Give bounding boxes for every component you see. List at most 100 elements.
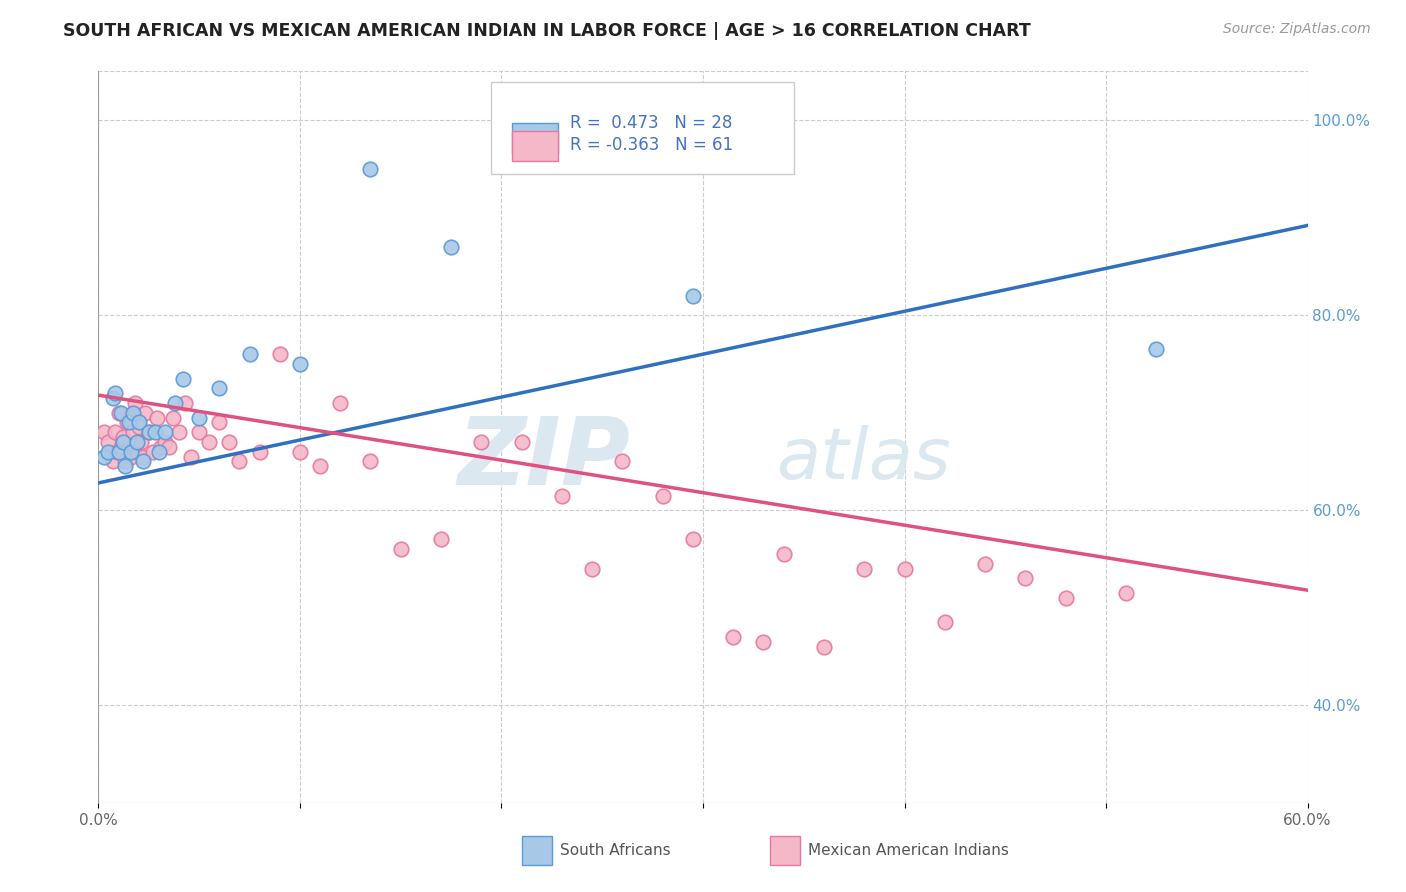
Point xyxy=(218,434,240,449)
Point xyxy=(128,416,150,430)
Point xyxy=(132,454,155,468)
Point xyxy=(148,444,170,458)
Point xyxy=(772,547,794,561)
Point xyxy=(288,357,311,371)
Text: SOUTH AFRICAN VS MEXICAN AMERICAN INDIAN IN LABOR FORCE | AGE > 16 CORRELATION C: SOUTH AFRICAN VS MEXICAN AMERICAN INDIAN… xyxy=(63,22,1031,40)
Point xyxy=(97,444,120,458)
Point xyxy=(101,391,124,405)
Point xyxy=(107,444,129,458)
Point xyxy=(682,533,704,547)
Point xyxy=(974,557,997,571)
Point xyxy=(138,425,160,440)
Point xyxy=(153,434,176,449)
Point xyxy=(389,542,412,557)
Point xyxy=(682,288,704,302)
FancyBboxPatch shape xyxy=(492,82,793,174)
Text: R = -0.363   N = 61: R = -0.363 N = 61 xyxy=(569,136,733,153)
Point xyxy=(239,347,262,361)
Point xyxy=(142,444,165,458)
Point xyxy=(163,396,186,410)
Point xyxy=(208,416,231,430)
Point xyxy=(146,410,169,425)
Point xyxy=(172,371,194,385)
Point xyxy=(1014,572,1036,586)
Point xyxy=(110,440,132,454)
Point xyxy=(269,347,291,361)
Point xyxy=(180,450,202,464)
Text: Mexican American Indians: Mexican American Indians xyxy=(808,843,1010,858)
Point xyxy=(121,425,143,440)
Point xyxy=(93,450,115,464)
Point xyxy=(1054,591,1077,605)
Point xyxy=(612,454,634,468)
Point xyxy=(360,161,382,176)
Point xyxy=(124,396,146,410)
Point xyxy=(153,425,176,440)
Text: R =  0.473   N = 28: R = 0.473 N = 28 xyxy=(569,113,733,131)
Point xyxy=(470,434,492,449)
Point xyxy=(143,425,166,440)
FancyBboxPatch shape xyxy=(769,836,800,865)
Point xyxy=(813,640,835,654)
Point xyxy=(188,425,211,440)
Point xyxy=(853,562,876,576)
Point xyxy=(132,450,155,464)
Point xyxy=(105,444,128,458)
Point xyxy=(107,406,129,420)
Point xyxy=(360,454,382,468)
Point xyxy=(103,425,125,440)
Point xyxy=(121,406,143,420)
Point xyxy=(114,459,136,474)
Point xyxy=(249,444,271,458)
Point xyxy=(134,406,156,420)
Point xyxy=(101,454,124,468)
Point xyxy=(138,425,160,440)
Point xyxy=(174,396,197,410)
Text: South Africans: South Africans xyxy=(561,843,671,858)
Point xyxy=(893,562,915,576)
Point xyxy=(115,416,138,430)
Point xyxy=(288,444,311,458)
Point xyxy=(111,434,134,449)
Point xyxy=(128,420,150,434)
Point xyxy=(329,396,352,410)
Point xyxy=(188,410,211,425)
Point xyxy=(1115,586,1137,600)
Text: atlas: atlas xyxy=(776,425,950,493)
FancyBboxPatch shape xyxy=(512,122,558,153)
Point xyxy=(114,454,136,468)
Point xyxy=(1256,873,1278,888)
Point xyxy=(228,454,250,468)
Point xyxy=(440,240,463,254)
Point xyxy=(97,434,120,449)
Point xyxy=(125,444,148,458)
Point xyxy=(93,425,115,440)
Point xyxy=(198,434,221,449)
Point xyxy=(111,430,134,444)
Point xyxy=(120,444,142,458)
Point xyxy=(430,533,453,547)
Point xyxy=(208,381,231,395)
Point xyxy=(752,635,775,649)
Point xyxy=(510,434,533,449)
Point xyxy=(149,440,172,454)
Point xyxy=(118,410,141,425)
Point xyxy=(651,489,673,503)
Point xyxy=(110,406,132,420)
Text: Source: ZipAtlas.com: Source: ZipAtlas.com xyxy=(1223,22,1371,37)
Point xyxy=(125,434,148,449)
Point xyxy=(934,615,956,630)
Point xyxy=(167,425,190,440)
Point xyxy=(1146,343,1168,357)
Point xyxy=(162,410,184,425)
Point xyxy=(157,440,180,454)
Point xyxy=(129,434,152,449)
Text: ZIP: ZIP xyxy=(457,413,630,505)
Point xyxy=(120,450,142,464)
Point xyxy=(581,562,603,576)
Point xyxy=(309,459,332,474)
Point xyxy=(551,489,574,503)
Point xyxy=(118,416,141,430)
Point xyxy=(103,386,125,401)
FancyBboxPatch shape xyxy=(522,836,551,865)
